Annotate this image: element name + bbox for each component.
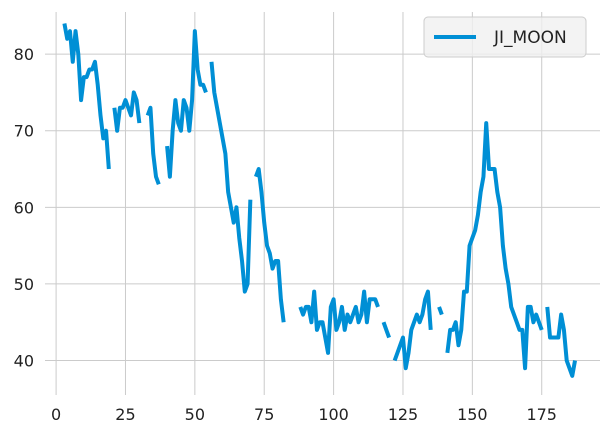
y-tick-label: 60 <box>14 198 34 217</box>
grid-lines <box>45 12 600 395</box>
x-axis-ticks: 0 25 50 75 100 125 150 175 <box>51 405 557 424</box>
x-tick-label: 75 <box>254 405 274 424</box>
y-tick-label: 40 <box>14 352 34 371</box>
series-line-segment <box>165 29 208 179</box>
series-line-segment <box>298 289 380 355</box>
y-tick-label: 50 <box>14 275 34 294</box>
series-line-segment <box>545 306 577 378</box>
series-line-segment <box>254 167 286 323</box>
series-line-segment <box>445 121 544 371</box>
legend: JI_MOON <box>423 16 587 58</box>
legend-box <box>423 16 587 58</box>
y-tick-label: 80 <box>14 45 34 64</box>
series-line-segment <box>209 61 253 294</box>
series-line-segment <box>145 105 161 186</box>
series-layer <box>62 23 577 378</box>
series-line-segment <box>112 90 142 133</box>
x-tick-label: 125 <box>388 405 419 424</box>
x-tick-label: 100 <box>318 405 349 424</box>
y-tick-label: 70 <box>14 122 34 141</box>
y-axis-ticks: 40 50 60 70 80 <box>14 45 34 370</box>
x-tick-label: 150 <box>457 405 488 424</box>
series-line-segment <box>381 321 391 339</box>
legend-label: JI_MOON <box>493 28 567 48</box>
x-tick-label: 175 <box>526 405 557 424</box>
series-line-segment <box>62 23 111 170</box>
series-line-segment <box>437 306 444 316</box>
series-line-segment <box>392 289 433 371</box>
x-tick-label: 25 <box>115 405 135 424</box>
x-tick-label: 50 <box>185 405 205 424</box>
x-tick-label: 0 <box>51 405 61 424</box>
